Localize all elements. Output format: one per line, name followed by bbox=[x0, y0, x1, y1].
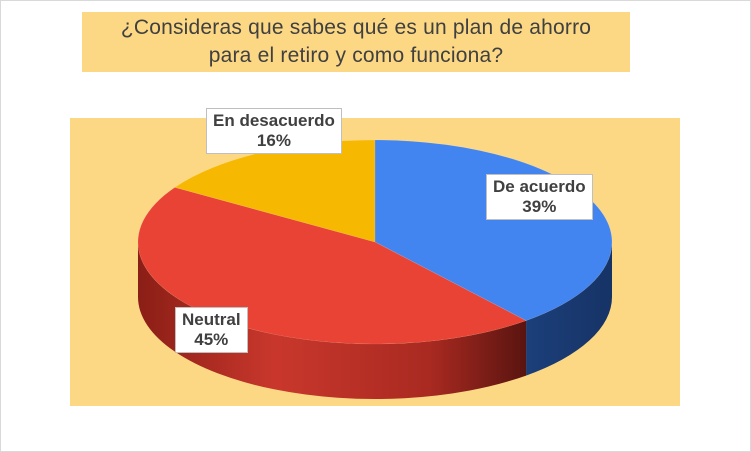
data-label-en-desacuerdo-value: 16% bbox=[256, 131, 291, 150]
data-label-en-desacuerdo-name: En desacuerdo bbox=[213, 111, 335, 130]
chart-title: ¿Consideras que sabes qué es un plan de … bbox=[82, 14, 630, 70]
data-label-neutral-value: 45% bbox=[194, 330, 229, 349]
data-label-neutral-name: Neutral bbox=[182, 310, 241, 329]
data-label-en-desacuerdo: En desacuerdo 16% bbox=[206, 108, 342, 154]
pie-side-neutral bbox=[138, 242, 527, 399]
title-background bbox=[82, 12, 630, 72]
data-label-de-acuerdo-name: De acuerdo bbox=[493, 177, 586, 196]
data-label-de-acuerdo-value: 39% bbox=[522, 197, 557, 216]
data-label-neutral: Neutral 45% bbox=[175, 307, 248, 353]
chart-title-line-2: para el retiro y como funciona? bbox=[208, 44, 504, 67]
data-label-de-acuerdo: De acuerdo 39% bbox=[486, 174, 593, 220]
chart-title-line-1: ¿Consideras que sabes qué es un plan de … bbox=[120, 16, 592, 39]
pie-side-de-acuerdo bbox=[526, 242, 612, 376]
